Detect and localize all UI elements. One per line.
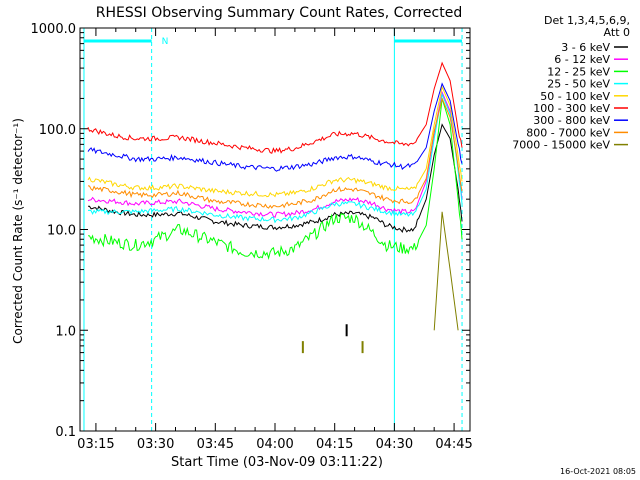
legend-label: 100 - 300 keV xyxy=(533,102,610,115)
x-tick-label: 04:15 xyxy=(316,437,353,452)
series-line xyxy=(87,90,463,219)
y-axis-label: Corrected Count Rate (s⁻¹ detector⁻¹) xyxy=(11,118,25,344)
y-tick-label: 1.0 xyxy=(55,324,76,339)
series-line xyxy=(433,211,459,331)
chart-title: RHESSI Observing Summary Count Rates, Co… xyxy=(96,5,462,21)
annotation-label: N xyxy=(162,37,169,47)
legend-label: 300 - 800 keV xyxy=(533,114,610,127)
series-line xyxy=(87,61,463,154)
y-tick-label: 0.1 xyxy=(55,425,76,440)
legend-label: 12 - 25 keV xyxy=(547,65,610,78)
series-line xyxy=(87,82,463,172)
series-line xyxy=(88,123,463,233)
y-tick-label: 100.0 xyxy=(39,123,76,138)
timestamp: 16-Oct-2021 08:05 xyxy=(560,467,636,476)
x-tick-label: 03:45 xyxy=(197,437,234,452)
legend-header: Det 1,3,4,5,6,9, Att 0 xyxy=(544,14,630,39)
legend-label: 25 - 50 keV xyxy=(547,78,610,91)
series-line xyxy=(87,96,463,209)
x-tick-label: 04:00 xyxy=(256,437,293,452)
legend-label: 6 - 12 keV xyxy=(554,53,610,66)
series-line xyxy=(87,85,463,198)
y-tick-label: 10.0 xyxy=(47,224,76,239)
plot-area: N xyxy=(83,28,463,431)
x-axis-label: Start Time (03-Nov-09 03:11:22) xyxy=(171,455,383,470)
legend-label: 800 - 7000 keV xyxy=(526,126,610,139)
x-tick-label: 03:15 xyxy=(77,437,114,452)
x-tick-label: 04:30 xyxy=(376,437,413,452)
x-tick-label: 03:30 xyxy=(137,437,174,452)
axes: 0.1 1.0 10.0 100.0 1000.0 03:15 03:30 03:45 04:0… xyxy=(31,22,473,452)
legend-label: 3 - 6 keV xyxy=(561,41,610,54)
x-tick-label: 04:45 xyxy=(435,437,472,452)
series-line xyxy=(87,92,463,224)
legend-label: 7000 - 15000 keV xyxy=(512,139,610,152)
y-tick-label: 1000.0 xyxy=(31,22,77,37)
legend-header-line-1: Det 1,3,4,5,6,9, xyxy=(544,14,630,27)
legend-label: 50 - 100 keV xyxy=(540,90,610,103)
series-line xyxy=(87,98,463,260)
legend-header-line-2: Att 0 xyxy=(604,26,630,39)
